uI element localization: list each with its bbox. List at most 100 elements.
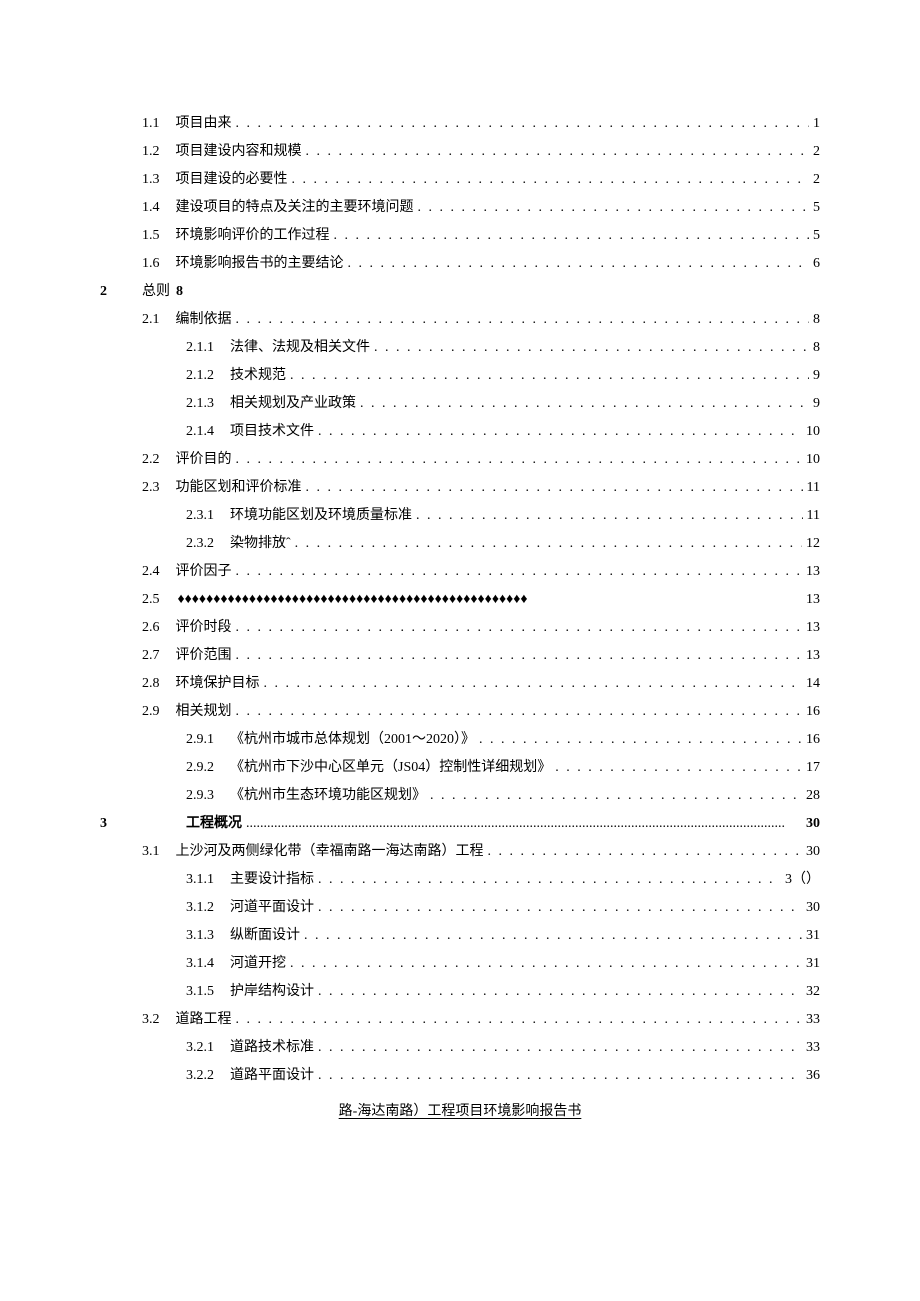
- toc-entry: 2.1.3相关规划及产业政策. . . . . . . . . . . . . …: [186, 390, 820, 418]
- toc-page: 12: [806, 530, 820, 558]
- toc-page: 36: [806, 1062, 820, 1090]
- toc-num: 1.2: [142, 138, 160, 166]
- toc-num: 1.1: [142, 110, 160, 138]
- toc-num: 3.1.4: [186, 950, 214, 978]
- toc-entry: 2.1编制依据. . . . . . . . . . . . . . . . .…: [142, 306, 820, 334]
- toc-leader: . . . . . . . . . . . . . . . . . . . . …: [236, 306, 810, 334]
- toc-page: 33: [806, 1034, 820, 1062]
- toc-label: 法律、法规及相关文件: [230, 334, 370, 362]
- toc-leader: . . . . . . . . . . . . . . . . . . . . …: [236, 698, 803, 726]
- toc-entry: 1.2 项目建设内容和规模. . . . . . . . . . . . . . …: [142, 138, 820, 166]
- toc-leader: . . . . . . . . . . . . . . . . . . . . …: [334, 222, 810, 250]
- toc-num: 3.2.2: [186, 1062, 214, 1090]
- toc-entry: 1.6环境影响报告书的主要结论. . . . . . . . . . . . .…: [142, 250, 820, 278]
- toc-page: 8: [176, 278, 183, 306]
- toc-page: 1: [813, 110, 820, 138]
- toc-num: 2.1.1: [186, 334, 214, 362]
- toc-entry: 2.1.4项目技术文件. . . . . . . . . . . . . . .…: [186, 418, 820, 446]
- toc-entry: 2.9相关规划. . . . . . . . . . . . . . . . .…: [142, 698, 820, 726]
- toc-page: 5: [813, 222, 820, 250]
- toc-label: 项目建设的必要性: [176, 166, 288, 194]
- toc-num: 2.3.2: [186, 530, 214, 558]
- toc-leader: . . . . . . . . . . . . . . . . . . . . …: [290, 950, 802, 978]
- toc-page: 28: [806, 782, 820, 810]
- toc-leader: . . . . . . . . . . . . . . . . . . . . …: [236, 642, 803, 670]
- toc-num: 2.3: [142, 474, 160, 502]
- toc-entry: 2.9.2《杭州市下沙中心区单元（JS04）控制性详细规划》. . . . . …: [186, 754, 820, 782]
- toc-leader: . . . . . . . . . . . . . . . . . . . . …: [304, 922, 802, 950]
- toc-leader: . . . . . . . . . . . . . . . . . . . . …: [295, 530, 802, 558]
- toc-page: 32: [806, 978, 820, 1006]
- toc-chapter: 2总则8: [100, 278, 820, 306]
- toc-entry: 3.1.4河道开挖. . . . . . . . . . . . . . . .…: [186, 950, 820, 978]
- toc-label: 评价范围: [176, 642, 232, 670]
- toc-num: 2.4: [142, 558, 160, 586]
- footer-text: 路-海达南路）工程项目环境影响报告书: [339, 1104, 582, 1119]
- toc-num: 2: [100, 278, 142, 306]
- toc-leader: ........................................…: [246, 810, 802, 838]
- toc-page: 13: [806, 642, 820, 670]
- toc-label: 护岸结构设计: [230, 978, 314, 1006]
- toc-num: 3.2: [142, 1006, 160, 1034]
- toc-leader: . . . . . . . . . . . . . . . . . . . . …: [236, 614, 803, 642]
- toc-entry: 3.2.2道路平面设计. . . . . . . . . . . . . . .…: [186, 1062, 820, 1090]
- toc-num: 2.1: [142, 306, 160, 334]
- toc-label: 项目建设内容和规模: [176, 138, 302, 166]
- toc-entry: 2.1.2技术规范. . . . . . . . . . . . . . . .…: [186, 362, 820, 390]
- toc-entry: 3.2 道路工程. . . . . . . . . . . . . . . . .…: [142, 1006, 820, 1034]
- toc-page: 17: [806, 754, 820, 782]
- toc-num: 2.9.3: [186, 782, 214, 810]
- toc-entry: 2.8环境保护目标. . . . . . . . . . . . . . . .…: [142, 670, 820, 698]
- toc-page: 10: [806, 418, 820, 446]
- toc-page: 16: [806, 698, 820, 726]
- toc-page: 8: [813, 306, 820, 334]
- toc-label: 评价时段: [176, 614, 232, 642]
- toc-entry: 3.1.5护岸结构设计. . . . . . . . . . . . . . .…: [186, 978, 820, 1006]
- toc-entry: 1.5环境影响评价的工作过程. . . . . . . . . . . . . …: [142, 222, 820, 250]
- toc-label: 技术规范: [230, 362, 286, 390]
- toc-leader: . . . . . . . . . . . . . . . . . . . . …: [236, 1006, 803, 1034]
- toc-entry: 2.4 评价因子. . . . . . . . . . . . . . . . .…: [142, 558, 820, 586]
- toc-leader: . . . . . . . . . . . . . . . . . . . . …: [318, 418, 802, 446]
- toc-label: 纵断面设计: [230, 922, 300, 950]
- toc-label: 环境影响报告书的主要结论: [176, 250, 344, 278]
- toc-num: 3.1.2: [186, 894, 214, 922]
- toc-num: 2.2: [142, 446, 160, 474]
- toc-leader: . . . . . . . . . . . . . . . . . . . . …: [306, 138, 810, 166]
- toc-entry: 2.3.2 染物排放ˆ. . . . . . . . . . . . . . . …: [186, 530, 820, 558]
- toc-label: 环境影响评价的工作过程: [176, 222, 330, 250]
- toc-entry: 2.2评价目的. . . . . . . . . . . . . . . . .…: [142, 446, 820, 474]
- toc-label: 河道平面设计: [230, 894, 314, 922]
- toc-page: 33: [806, 1006, 820, 1034]
- toc-entry: 2.6评价时段. . . . . . . . . . . . . . . . .…: [142, 614, 820, 642]
- toc-entry: 1.1项目由来. . . . . . . . . . . . . . . . .…: [142, 110, 820, 138]
- toc-entry: 1.3项目建设的必要性. . . . . . . . . . . . . . .…: [142, 166, 820, 194]
- toc-num: 2.5: [142, 586, 160, 614]
- toc-label: 染物排放ˆ: [230, 530, 291, 558]
- toc-label: 评价目的: [176, 446, 232, 474]
- toc-label: 工程概况: [186, 810, 242, 838]
- toc-page: 8: [813, 334, 820, 362]
- toc-page: 5: [813, 194, 820, 222]
- toc-leader: . . . . . . . . . . . . . . . . . . . . …: [416, 502, 803, 530]
- toc-entry: 3.1.2河道平面设计. . . . . . . . . . . . . . .…: [186, 894, 820, 922]
- toc-num: 2.9.1: [186, 726, 214, 754]
- toc-page: 31: [806, 950, 820, 978]
- toc-page: 16: [806, 726, 820, 754]
- toc-label: 《杭州市生态环境功能区规划》: [230, 782, 426, 810]
- toc-entry: 2.3功能区划和评价标准. . . . . . . . . . . . . . …: [142, 474, 820, 502]
- toc-page: 6: [813, 250, 820, 278]
- toc-label: 评价因子: [176, 558, 232, 586]
- toc-num: 3.1.1: [186, 866, 214, 894]
- toc-entry: 3.1上沙河及两侧绿化带（幸福南路一海达南路）工程. . . . . . . .…: [142, 838, 820, 866]
- toc-leader: . . . . . . . . . . . . . . . . . . . . …: [348, 250, 810, 278]
- toc-leader: . . . . . . . . . . . . . . . . . . . . …: [236, 558, 803, 586]
- toc-page: 13: [806, 586, 820, 614]
- toc-leader: . . . . . . . . . . . . . . . . . . . . …: [318, 978, 802, 1006]
- toc-page: 13: [806, 614, 820, 642]
- toc-label: 《杭州市下沙中心区单元（JS04）控制性详细规划》: [230, 754, 551, 782]
- toc-label: 道路工程: [176, 1006, 232, 1034]
- toc-page: 13: [806, 558, 820, 586]
- toc-entry: 3.1.1主要设计指标. . . . . . . . . . . . . . .…: [186, 866, 820, 894]
- toc-page: 2: [813, 166, 820, 194]
